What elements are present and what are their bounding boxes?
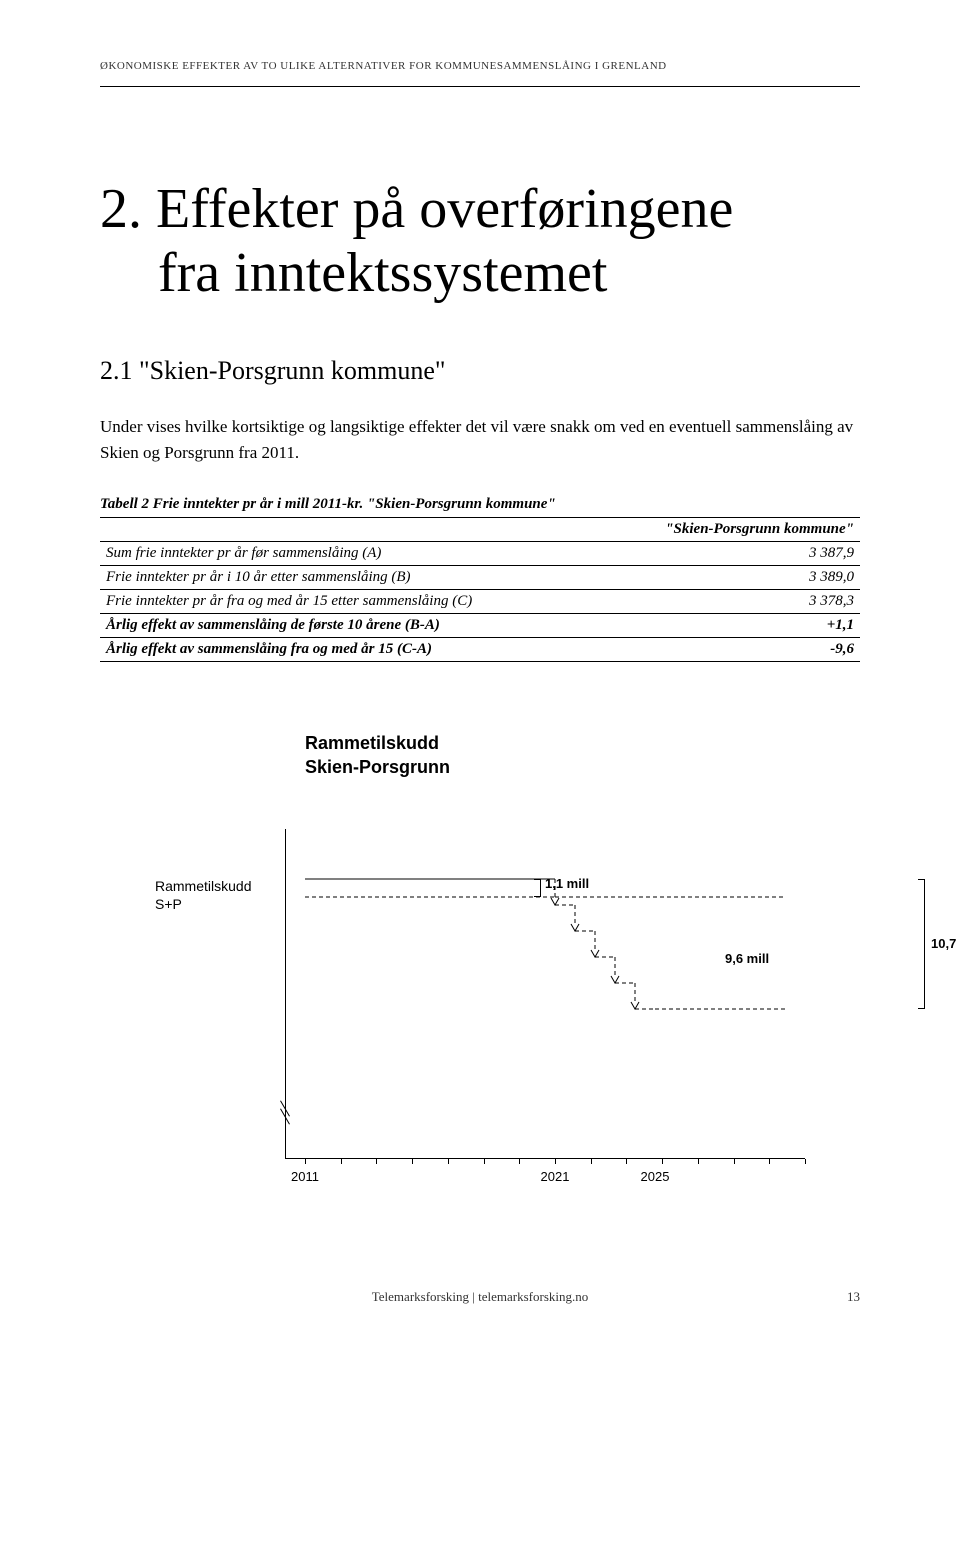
chart-y-label: Rammetilskudd S+P	[155, 877, 251, 913]
table-col-header: "Skien-Porsgrunn kommune"	[596, 518, 860, 542]
table-header-row: "Skien-Porsgrunn kommune"	[100, 518, 860, 542]
chart: Rammetilskudd Skien-Porsgrunn Rammetilsk…	[155, 732, 805, 1189]
data-table: "Skien-Porsgrunn kommune" Sum frie innte…	[100, 517, 860, 662]
chart-x-label: 2025	[641, 1169, 670, 1184]
chart-title: Rammetilskudd Skien-Porsgrunn	[305, 732, 805, 779]
running-header: ØKONOMISKE EFFEKTER AV TO ULIKE ALTERNAT…	[100, 60, 860, 87]
chart-annot-step: 9,6 mill	[725, 951, 769, 966]
table-cell-value: 3 378,3	[596, 590, 860, 614]
chart-y-label-1: Rammetilskudd	[155, 878, 251, 894]
table-cell-label: Årlig effekt av sammenslåing fra og med …	[100, 638, 596, 662]
section-title-line-2: fra inntektssystemet	[158, 241, 860, 305]
table-cell-label: Årlig effekt av sammenslåing de første 1…	[100, 614, 596, 638]
subsection-title: 2.1 "Skien-Porsgrunn kommune"	[100, 356, 860, 386]
table-cell-value: 3 389,0	[596, 566, 860, 590]
table-row: Årlig effekt av sammenslåing de første 1…	[100, 614, 860, 638]
page-footer: Telemarksforsking | telemarksforsking.no…	[100, 1279, 860, 1305]
table-cell-label: Sum frie inntekter pr år før sammenslåin…	[100, 542, 596, 566]
page-number: 13	[847, 1289, 860, 1305]
section-title: 2. Effekter på overføringene fra inntekt…	[100, 177, 860, 306]
chart-x-label: 2021	[541, 1169, 570, 1184]
table-cell-value: +1,1	[596, 614, 860, 638]
table-row: Sum frie inntekter pr år før sammenslåin…	[100, 542, 860, 566]
chart-body: Rammetilskudd S+P 1,1 mill9,6 mill10,7 m…	[155, 829, 805, 1189]
table-cell-value: 3 387,9	[596, 542, 860, 566]
section-number: 2.	[100, 178, 142, 240]
table-cell-label: Frie inntekter pr år fra og med år 15 et…	[100, 590, 596, 614]
chart-annot-total: 10,7 mill	[931, 936, 960, 951]
body-paragraph: Under vises hvilke kortsiktige og langsi…	[100, 414, 860, 467]
chart-title-line-2: Skien-Porsgrunn	[305, 757, 450, 777]
table-cell-label: Frie inntekter pr år i 10 år etter samme…	[100, 566, 596, 590]
table-row: Frie inntekter pr år fra og med år 15 et…	[100, 590, 860, 614]
table-caption: Tabell 2 Frie inntekter pr år i mill 201…	[100, 496, 860, 513]
chart-title-line-1: Rammetilskudd	[305, 733, 439, 753]
chart-annot-gain: 1,1 mill	[545, 876, 589, 891]
table-row: Årlig effekt av sammenslåing fra og med …	[100, 638, 860, 662]
subsection-title-text: "Skien-Porsgrunn kommune"	[139, 356, 446, 385]
footer-text: Telemarksforsking | telemarksforsking.no	[100, 1289, 860, 1305]
chart-plot-area: 1,1 mill9,6 mill10,7 mill	[285, 829, 805, 1159]
chart-y-label-2: S+P	[155, 896, 182, 912]
table-cell-value: -9,6	[596, 638, 860, 662]
table-row: Frie inntekter pr år i 10 år etter samme…	[100, 566, 860, 590]
section-title-line-1: Effekter på overføringene	[156, 178, 733, 240]
chart-x-label: 2011	[291, 1169, 319, 1184]
subsection-number: 2.1	[100, 356, 133, 385]
